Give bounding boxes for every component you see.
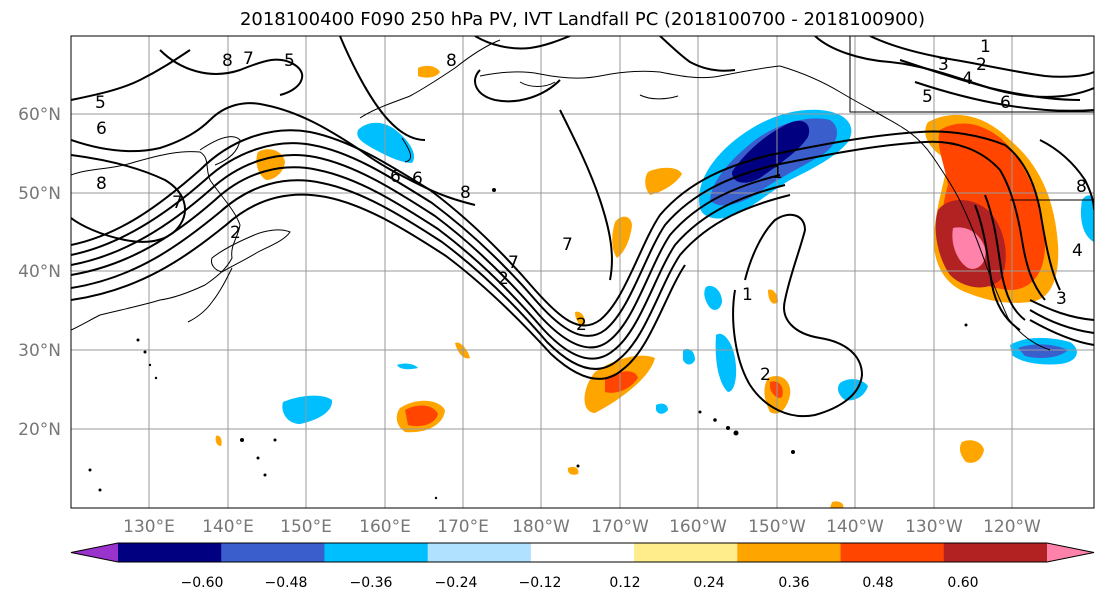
contour-label: 8: [460, 183, 471, 203]
lat-label: 50°N: [18, 184, 61, 204]
contour-label: 1: [742, 285, 753, 305]
contour-label: 2: [498, 269, 509, 289]
contour-label: 7: [508, 253, 519, 273]
colorbar-segment: [737, 543, 842, 562]
colorbar-tick-label: 0.12: [609, 575, 640, 591]
lon-label: 170°E: [437, 517, 489, 537]
colorbar-tick-label: 0.36: [778, 575, 809, 591]
contour-label: 1: [980, 37, 991, 57]
contour-label: 1: [772, 163, 783, 183]
colorbar-tick-label: −0.48: [265, 575, 308, 591]
colorbar-extend-low: [71, 543, 118, 562]
colorbar: [70, 542, 1095, 563]
contour-label: 5: [284, 51, 295, 71]
colorbar-outline: [70, 542, 1095, 563]
lon-label: 120°W: [983, 517, 1041, 537]
colorbar-segment: [943, 543, 1048, 562]
lon-label: 170°W: [591, 517, 649, 537]
contour-labels: 8 7 5 6 8 7 2 5 6 6 8 7 1 3 4 5 6 2 8 1 …: [95, 37, 1087, 385]
pv-contours: [71, 36, 1094, 418]
contour-label: 8: [96, 174, 107, 194]
gridlines: [71, 36, 1094, 508]
colorbar-tick-label: −0.12: [519, 575, 562, 591]
contour-label: 6: [96, 119, 107, 139]
colorbar-segment: [221, 543, 325, 562]
contour-label: 5: [922, 87, 933, 107]
colorbar-tick-label: 0.60: [947, 575, 978, 591]
lon-label: 150°E: [280, 517, 332, 537]
lon-label: 130°W: [905, 517, 963, 537]
colorbar-tick-labels: −0.60 −0.48 −0.36 −0.24 −0.12 0.12 0.24 …: [181, 575, 979, 591]
islands: [88, 188, 968, 500]
lon-label: 140°E: [202, 517, 254, 537]
map-area: 8 7 5 6 8 7 2 5 6 6 8 7 1 3 4 5 6 2 8 1 …: [71, 36, 1094, 508]
colorbar-segment: [840, 543, 945, 562]
coastlines: [71, 36, 1094, 351]
contour-label: 5: [95, 93, 106, 113]
contour-label: 4: [962, 69, 973, 89]
colorbar-segment: [634, 543, 738, 562]
contour-label: 2: [760, 365, 771, 385]
colorbar-tick-label: −0.60: [181, 575, 224, 591]
contour-label: 2: [976, 55, 987, 75]
longitude-labels: 130°E 140°E 150°E 160°E 170°E 180°W 170°…: [123, 517, 1041, 537]
lon-label: 150°W: [748, 517, 806, 537]
contour-label: 7: [562, 235, 573, 255]
contour-label: 8: [446, 51, 457, 71]
lon-label: 130°E: [123, 517, 175, 537]
colorbar-extend-high: [1047, 543, 1094, 562]
map-frame: [70, 35, 1095, 509]
colorbar-segment: [118, 543, 222, 562]
contour-label: 7: [172, 193, 183, 213]
colorbar-tick-label: 0.48: [862, 575, 893, 591]
lon-label: 160°E: [359, 517, 411, 537]
colorbar-segment: [530, 543, 635, 562]
colorbar-segment: [324, 543, 429, 562]
colorbar-tick-label: −0.36: [350, 575, 393, 591]
colorbar-tick-label: 0.24: [693, 575, 724, 591]
negative-anomaly-shading: [282, 109, 1094, 424]
lat-label: 40°N: [18, 262, 61, 282]
contour-label: 4: [1072, 241, 1083, 261]
map-title: 2018100400 F090 250 hPa PV, IVT Landfall…: [239, 9, 926, 30]
contour-label: 6: [1000, 93, 1011, 113]
colorbar-tick-label: −0.24: [435, 575, 478, 591]
contour-label: 8: [1076, 177, 1087, 197]
lon-label: 180°W: [512, 517, 570, 537]
lon-label: 140°W: [826, 517, 884, 537]
latitude-labels: 60°N 50°N 40°N 30°N 20°N: [18, 105, 61, 440]
contour-label: 3: [1056, 289, 1067, 309]
colorbar-segment: [427, 543, 532, 562]
contour-label: 2: [576, 315, 587, 335]
contour-label: 3: [938, 55, 949, 75]
contour-label: 7: [243, 49, 254, 69]
contour-label: 6: [390, 167, 401, 187]
lat-label: 60°N: [18, 105, 61, 125]
lat-label: 20°N: [18, 420, 61, 440]
lon-label: 160°W: [669, 517, 727, 537]
contour-label: 2: [230, 223, 241, 243]
contour-label: 6: [412, 169, 423, 189]
contour-label: 8: [222, 51, 233, 71]
lat-label: 30°N: [18, 341, 61, 361]
